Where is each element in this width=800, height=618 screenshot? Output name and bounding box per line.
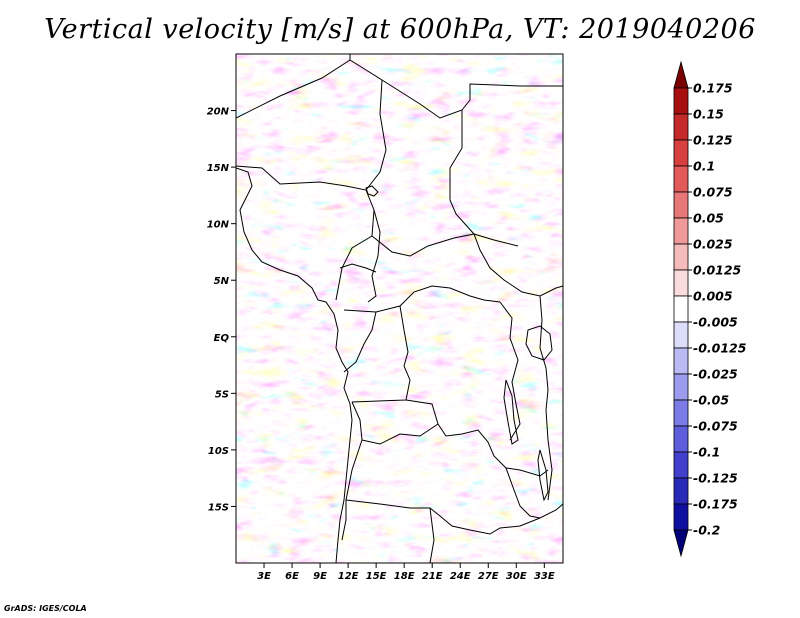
colorbar-segment (673, 217, 689, 245)
colorbar-label: -0.005 (693, 315, 738, 330)
x-tick-label: 15E (366, 571, 387, 582)
lake-tanganyika (503, 379, 519, 445)
colorbar-label: 0.175 (693, 81, 733, 96)
y-tick-label: 15N (207, 163, 230, 174)
x-tick-label: 9E (313, 571, 327, 582)
colorbar-segment (673, 295, 689, 323)
x-tick-label: 30E (506, 571, 527, 582)
coastline-west (236, 167, 353, 563)
colorbar-segment (673, 477, 689, 505)
colorbar-segment (673, 503, 689, 531)
lake-victoria (525, 325, 553, 361)
colorbar-label: 0.125 (693, 133, 733, 148)
credit-label: GrADS: IGES/COLA (4, 604, 87, 613)
map-frame (235, 53, 564, 564)
lake-malawi (537, 449, 549, 502)
colorbar-segment (673, 139, 689, 167)
colorbar-segment (673, 425, 689, 453)
y-tick-label: 20N (207, 107, 230, 118)
colorbar-segment (673, 87, 689, 115)
colorbar-label: 0.075 (693, 185, 733, 200)
colorbar-segment (673, 373, 689, 401)
velocity-field (236, 54, 563, 563)
x-tick-label: 27E (478, 571, 499, 582)
colorbar-segment (673, 60, 689, 89)
y-tick-label: EQ (214, 333, 230, 344)
x-tick-label: 6E (285, 571, 299, 582)
y-tick-label: 15S (208, 502, 229, 513)
colorbar-label: -0.175 (693, 497, 738, 512)
x-tick-label: 33E (534, 571, 555, 582)
x-tick-label: 18E (394, 571, 415, 582)
colorbar-label: -0.0125 (693, 341, 747, 356)
colorbar-segment (673, 321, 689, 349)
colorbar-segment (673, 399, 689, 427)
colorbar-label: -0.075 (693, 419, 738, 434)
colorbar-segment (673, 243, 689, 271)
colorbar-label: -0.025 (693, 367, 738, 382)
colorbar-segment (673, 191, 689, 219)
colorbar-label: 0.005 (693, 289, 733, 304)
colorbar-label: 0.1 (693, 159, 715, 174)
colorbar-label: -0.05 (693, 393, 729, 408)
colorbar-segment (673, 451, 689, 479)
colorbar-segment (673, 165, 689, 193)
colorbar-segment (673, 113, 689, 141)
y-tick-label: 5S (215, 389, 229, 400)
y-tick-label: 5N (214, 276, 230, 287)
x-tick-label: 21E (422, 571, 443, 582)
x-axis: 3E 6E 9E 12E 15E 18E 21E 24E 27E 30E 33E (257, 563, 555, 582)
y-tick-label: 10S (208, 446, 229, 457)
colorbar-segment (673, 347, 689, 375)
colorbar-label: 0.0125 (693, 263, 742, 278)
colorbar-label: -0.125 (693, 471, 738, 486)
colorbar-label: -0.2 (693, 523, 720, 538)
colorbar-segment (673, 269, 689, 297)
y-axis: 20N 15N 10N 5N EQ 5S 10S 15S (207, 107, 236, 513)
colorbar-label: 0.15 (693, 107, 724, 122)
y-tick-label: 10N (207, 220, 230, 231)
colorbar-label: 0.05 (693, 211, 724, 226)
x-tick-label: 3E (257, 571, 271, 582)
colorbar-label: 0.025 (693, 237, 733, 252)
country-borders (236, 54, 563, 563)
chart-title: Vertical velocity [m/s] at 600hPa, VT: 2… (44, 14, 756, 45)
colorbar: 0.175 0.15 0.125 0.1 0.075 0.05 0.025 0.0125 0.0… (673, 60, 747, 558)
colorbar-label: -0.1 (693, 445, 720, 460)
x-tick-label: 24E (450, 571, 471, 582)
colorbar-segment (673, 529, 689, 558)
x-tick-label: 12E (338, 571, 359, 582)
